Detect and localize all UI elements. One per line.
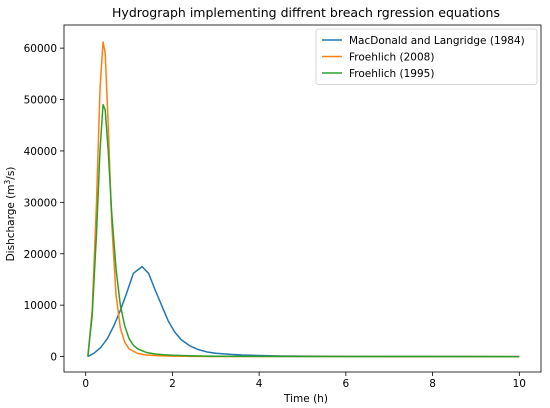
legend-label: MacDonald and Langridge (1984) [349, 35, 525, 47]
x-tick-label: 0 [82, 378, 89, 390]
series-lines [87, 41, 520, 358]
axes-frame [63, 24, 542, 373]
series-line-3 [87, 103, 520, 358]
y-tick-label: 20000 [24, 249, 57, 261]
x-axis-label: Time (h) [283, 393, 328, 405]
x-tick-label: 4 [256, 378, 263, 390]
chart-title: Hydrograph implementing diffrent breach … [112, 5, 500, 20]
x-tick-label: 6 [343, 378, 350, 390]
y-axis-label: Dishcharge (m3/s) [3, 167, 17, 262]
y-tick-label: 50000 [24, 95, 57, 107]
y-tick-label: 40000 [24, 146, 57, 158]
x-axis-ticks: 0 2 4 6 8 10 [82, 372, 526, 390]
legend: MacDonald and Langridge (1984) Froehlich … [315, 28, 538, 85]
y-tick-label: 30000 [24, 197, 57, 209]
y-axis-label-prefix: Dishcharge (m [5, 184, 17, 261]
y-axis-label-suffix: /s) [5, 167, 17, 180]
x-tick-label: 8 [429, 378, 436, 390]
y-tick-label: 10000 [24, 300, 57, 312]
x-tick-label: 10 [513, 378, 526, 390]
y-axis-label-superscript: 3 [3, 179, 12, 184]
x-tick-label: 2 [169, 378, 176, 390]
legend-box [315, 28, 538, 85]
y-tick-label: 0 [50, 352, 57, 364]
legend-label: Froehlich (2008) [349, 52, 434, 64]
y-tick-label: 60000 [24, 43, 57, 55]
y-axis-ticks: 0 10000 20000 30000 40000 50000 60000 [24, 43, 64, 364]
legend-label: Froehlich (1995) [349, 68, 434, 80]
